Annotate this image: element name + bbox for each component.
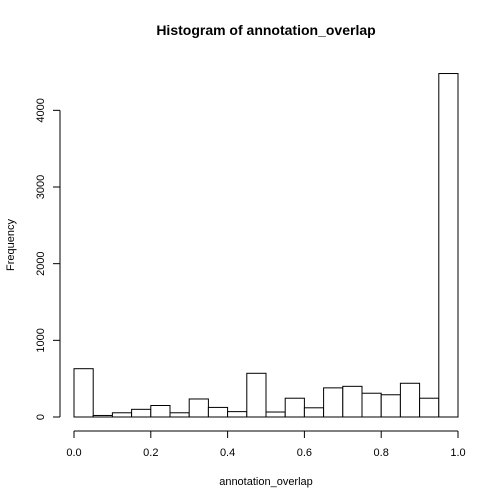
- histogram-bar-4: [150, 405, 171, 418]
- histogram-bar-11: [284, 397, 305, 418]
- histogram-bar-19: [438, 73, 459, 418]
- y-tick-label-3: 3000: [35, 175, 47, 199]
- histogram-bar-1: [92, 414, 113, 418]
- histogram-bar-12: [303, 407, 325, 418]
- y-tick-label-0: 0: [35, 414, 47, 420]
- x-tick-label-5: 1.0: [450, 447, 465, 459]
- histogram-bar-13: [323, 387, 344, 418]
- histogram-bar-6: [188, 398, 209, 418]
- x-axis-label: annotation_overlap: [219, 476, 313, 488]
- histogram-bar-7: [207, 406, 229, 418]
- x-tick-label-0: 0.0: [66, 447, 81, 459]
- y-tick-label-4: 4000: [35, 98, 47, 122]
- histogram-bar-15: [361, 392, 382, 418]
- histogram-bar-5: [169, 412, 190, 418]
- histogram-bar-2: [111, 412, 133, 418]
- histogram-bar-0: [73, 368, 94, 418]
- x-tick-label-4: 0.8: [374, 447, 389, 459]
- histogram-bar-8: [227, 411, 248, 418]
- histogram-bar-10: [265, 411, 286, 418]
- x-tick-label-3: 0.6: [297, 447, 312, 459]
- histogram-bar-14: [342, 385, 363, 418]
- y-tick-label-1: 1000: [35, 328, 47, 352]
- bars-group: [73, 73, 459, 418]
- histogram-bar-3: [131, 408, 152, 418]
- histogram-bar-17: [399, 382, 421, 418]
- y-axis-label: Frequency: [5, 219, 17, 271]
- y-axis: 0 1000 2000 3000 4000: [35, 98, 61, 420]
- y-tick-label-2: 2000: [35, 251, 47, 275]
- histogram-bar-9: [246, 372, 267, 418]
- x-tick-label-1: 0.2: [143, 447, 158, 459]
- x-tick-label-2: 0.4: [220, 447, 235, 459]
- histogram-bar-16: [380, 394, 401, 418]
- x-axis: 0.0 0.2 0.4 0.6 0.8 1.0: [66, 430, 466, 459]
- histogram-bar-18: [419, 397, 440, 418]
- chart-title: Histogram of annotation_overlap: [156, 22, 375, 38]
